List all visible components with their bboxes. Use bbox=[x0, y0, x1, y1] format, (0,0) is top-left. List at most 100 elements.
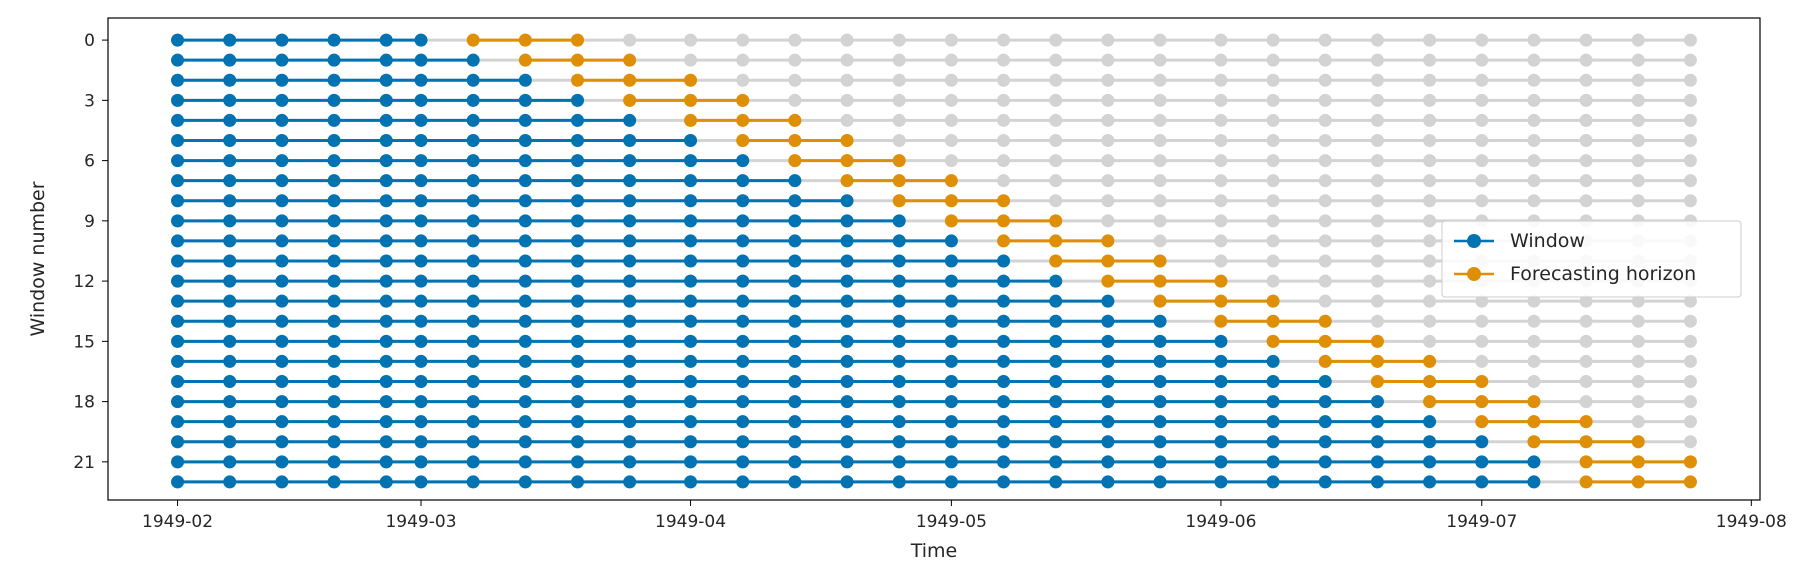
background-series-point bbox=[1423, 134, 1437, 148]
background-series-point bbox=[1370, 274, 1384, 288]
window-point bbox=[736, 294, 750, 308]
window-point bbox=[379, 53, 393, 67]
window-point bbox=[327, 113, 341, 127]
forecasting-horizon-point bbox=[840, 174, 854, 188]
background-series-point bbox=[1153, 174, 1167, 188]
background-series-point bbox=[1579, 73, 1593, 87]
window-point bbox=[171, 33, 185, 47]
background-series-point bbox=[1475, 154, 1489, 168]
window-point bbox=[892, 314, 906, 328]
window-point bbox=[223, 254, 237, 268]
window-point bbox=[571, 113, 585, 127]
forecasting-horizon-point bbox=[1475, 375, 1489, 389]
window-point bbox=[223, 113, 237, 127]
window-point bbox=[518, 154, 532, 168]
window-point bbox=[466, 455, 480, 469]
window-point bbox=[1475, 475, 1489, 489]
window-point bbox=[1214, 475, 1228, 489]
x-tick-label: 1949-03 bbox=[385, 512, 456, 532]
background-series-point bbox=[997, 53, 1011, 67]
y-tick-label: 15 bbox=[73, 332, 95, 352]
background-series-point bbox=[1527, 33, 1541, 47]
window-point bbox=[944, 475, 958, 489]
background-series-point bbox=[944, 33, 958, 47]
window-point bbox=[840, 395, 854, 409]
window-point bbox=[684, 294, 698, 308]
legend-fh-label: Forecasting horizon bbox=[1510, 263, 1696, 285]
forecasting-horizon-point bbox=[788, 154, 802, 168]
forecasting-horizon-point bbox=[1101, 234, 1115, 248]
window-point bbox=[623, 274, 637, 288]
background-series-point bbox=[892, 73, 906, 87]
window-point bbox=[223, 455, 237, 469]
forecasting-horizon-point bbox=[1527, 435, 1541, 449]
window-point bbox=[518, 174, 532, 188]
window-point bbox=[379, 455, 393, 469]
forecasting-horizon-point bbox=[788, 134, 802, 148]
window-point bbox=[944, 334, 958, 348]
background-series-point bbox=[788, 33, 802, 47]
window-point bbox=[414, 194, 428, 208]
window-point bbox=[223, 214, 237, 228]
window-point bbox=[788, 475, 802, 489]
background-series-point bbox=[1318, 113, 1332, 127]
window-point bbox=[892, 214, 906, 228]
forecasting-horizon-point bbox=[944, 194, 958, 208]
background-series-point bbox=[1423, 314, 1437, 328]
window-point bbox=[997, 455, 1011, 469]
window-point bbox=[788, 214, 802, 228]
window-point bbox=[1423, 435, 1437, 449]
background-series-point bbox=[1101, 214, 1115, 228]
background-series-point bbox=[1631, 354, 1645, 368]
window-point bbox=[414, 354, 428, 368]
window-point bbox=[414, 113, 428, 127]
background-series-point bbox=[1683, 415, 1697, 429]
window-point bbox=[684, 134, 698, 148]
background-series-point bbox=[1266, 154, 1280, 168]
window-point bbox=[223, 134, 237, 148]
background-series-point bbox=[1631, 53, 1645, 67]
background-series-point bbox=[1423, 294, 1437, 308]
background-series-point bbox=[1579, 294, 1593, 308]
background-series-point bbox=[1683, 73, 1697, 87]
window-point bbox=[414, 134, 428, 148]
background-series-point bbox=[997, 93, 1011, 107]
window-point bbox=[275, 113, 289, 127]
window-point bbox=[275, 73, 289, 87]
background-series-point bbox=[1527, 154, 1541, 168]
background-series-point bbox=[1683, 33, 1697, 47]
window-point bbox=[275, 274, 289, 288]
window-point bbox=[327, 194, 341, 208]
window-point bbox=[414, 73, 428, 87]
background-series-point bbox=[1266, 73, 1280, 87]
forecasting-horizon-point bbox=[892, 194, 906, 208]
window-point bbox=[840, 375, 854, 389]
forecasting-horizon-point bbox=[1683, 455, 1697, 469]
window-point bbox=[327, 174, 341, 188]
window-point bbox=[466, 334, 480, 348]
background-series-point bbox=[1631, 93, 1645, 107]
y-tick-label: 0 bbox=[84, 31, 95, 51]
forecasting-horizon-point bbox=[1214, 294, 1228, 308]
window-point bbox=[275, 33, 289, 47]
background-series-point bbox=[1318, 33, 1332, 47]
forecasting-horizon-point bbox=[840, 134, 854, 148]
window-point bbox=[327, 73, 341, 87]
window-point bbox=[518, 375, 532, 389]
window-point bbox=[466, 174, 480, 188]
background-series-point bbox=[997, 113, 1011, 127]
window-point bbox=[414, 214, 428, 228]
background-series-point bbox=[892, 113, 906, 127]
window-point bbox=[571, 174, 585, 188]
background-series-point bbox=[1631, 395, 1645, 409]
window-point bbox=[892, 395, 906, 409]
background-series-point bbox=[1049, 33, 1063, 47]
window-point bbox=[1153, 314, 1167, 328]
window-point bbox=[275, 435, 289, 449]
background-series-point bbox=[1153, 234, 1167, 248]
window-point bbox=[1049, 415, 1063, 429]
forecasting-horizon-point bbox=[1475, 415, 1489, 429]
window-point bbox=[1266, 395, 1280, 409]
window-point bbox=[623, 294, 637, 308]
background-series-point bbox=[1101, 154, 1115, 168]
